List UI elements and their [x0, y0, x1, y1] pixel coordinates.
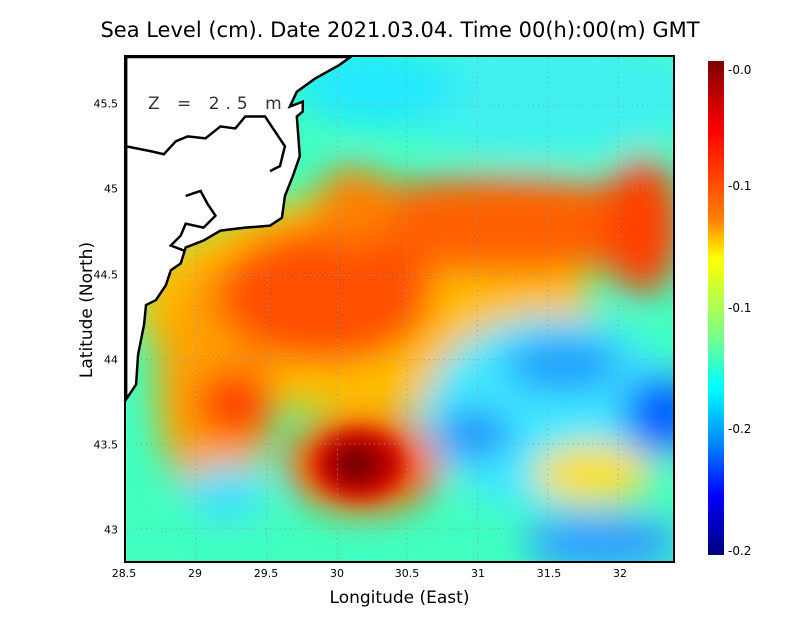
y-axis-label: Latitude (North) — [77, 241, 97, 379]
x-axis-label: Longitude (East) — [329, 588, 470, 608]
sea-level-field — [126, 57, 673, 561]
y-tick: 44.5 — [93, 268, 119, 282]
x-tick: 29.5 — [253, 567, 279, 580]
y-tick: 43 — [104, 523, 118, 537]
map-plot-area: Z = 2.5 m — [124, 55, 675, 563]
x-tick: 28.5 — [111, 567, 137, 580]
y-tick: 45.5 — [93, 97, 119, 111]
land-mass — [126, 57, 353, 402]
figure-title: Sea Level (cm). Date 2021.03.04. Time 00… — [100, 18, 700, 42]
x-tick: 30.5 — [394, 567, 420, 580]
y-tick: 44 — [104, 353, 118, 367]
colorbar-tick: -0.1 — [728, 301, 752, 315]
colorbar-tick: -0.0 — [728, 63, 752, 77]
x-tick: 31 — [471, 567, 485, 580]
y-tick: 45 — [104, 182, 118, 196]
x-tick: 32 — [613, 567, 627, 580]
colorbar — [708, 61, 724, 555]
y-tick: 43.5 — [93, 438, 119, 452]
colorbar-tick: -0.2 — [728, 422, 752, 436]
lagoon-outline — [126, 115, 287, 252]
x-tick: 31.5 — [536, 567, 562, 580]
depth-label: Z = 2.5 m — [148, 94, 288, 114]
colorbar-tick: -0.1 — [728, 179, 752, 193]
x-tick: 29 — [188, 567, 202, 580]
colorbar-tick: -0.2 — [728, 544, 752, 558]
x-tick: 30 — [330, 567, 344, 580]
